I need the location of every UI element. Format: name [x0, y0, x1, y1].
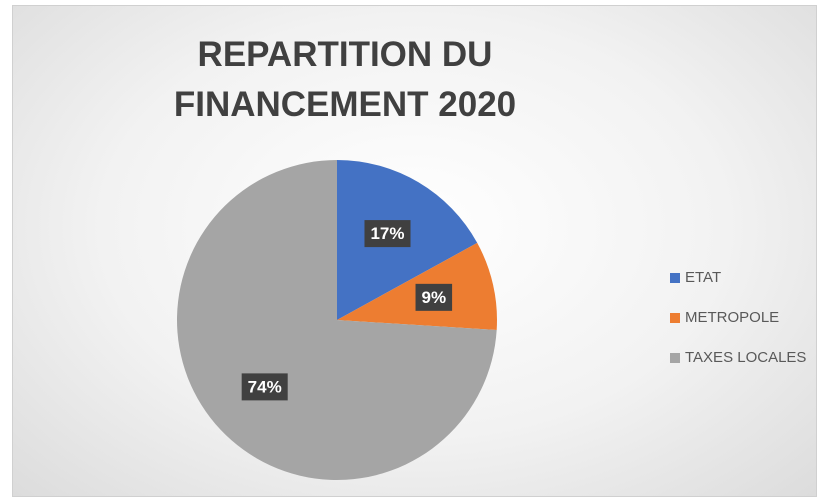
- legend-swatch: [670, 313, 680, 323]
- legend-label: ETAT: [685, 269, 721, 286]
- legend-swatch: [670, 273, 680, 283]
- data-label-text: 17%: [370, 224, 404, 243]
- data-label-box: [241, 373, 288, 401]
- legend-label: METROPOLE: [685, 309, 779, 326]
- data-label: 9%: [415, 283, 453, 311]
- data-label: 17%: [364, 220, 411, 248]
- data-label-text: 74%: [248, 377, 282, 396]
- chart-title: REPARTITION DU FINANCEMENT 2020: [173, 35, 517, 124]
- data-label-box: [364, 220, 411, 248]
- legend-label: TAXES LOCALES: [685, 349, 806, 366]
- data-label: 74%: [241, 373, 288, 401]
- data-label-text: 9%: [422, 288, 447, 307]
- legend-swatch: [670, 353, 680, 363]
- data-label-box: [415, 283, 453, 311]
